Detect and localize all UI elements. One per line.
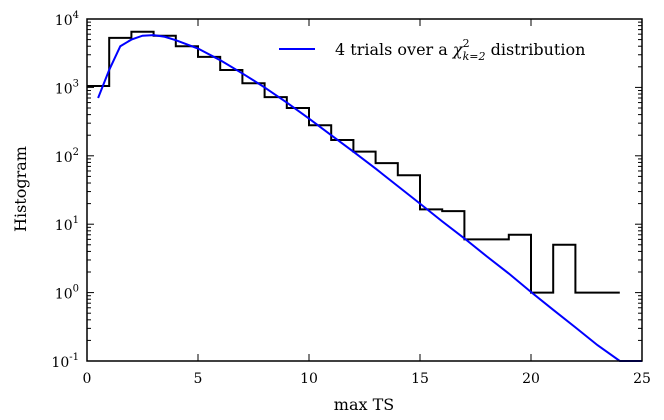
x-axis-title: max TS: [334, 395, 394, 414]
y-tick-label: 100: [55, 284, 79, 303]
x-tick-label: 0: [83, 371, 92, 387]
x-tick-label: 10: [300, 371, 318, 387]
y-axis-title: Histogram: [11, 146, 30, 232]
x-tick-label: 15: [411, 371, 429, 387]
chi2-distribution-line: [97, 34, 642, 362]
ticks-layer: [86, 18, 643, 362]
y-tick-label: 104: [55, 10, 79, 29]
legend: 4 trials over a χ2 k=2 distribution: [279, 37, 585, 63]
histogram-step-line: [87, 30, 620, 294]
x-tick-label: 5: [194, 371, 203, 387]
plot-frame: [86, 18, 643, 362]
x-tick-label: 25: [633, 371, 651, 387]
y-tick-label: 103: [55, 78, 79, 97]
legend-label: 4 trials over a χ2 k=2 distribution: [335, 37, 585, 63]
y-tick-label: 10-1: [51, 352, 79, 371]
labels-layer: 0 5 10 15 20 25 10-1 100 101 102 103 104: [51, 10, 650, 387]
series-layer: [87, 30, 642, 362]
y-tick-label: 102: [55, 147, 79, 166]
x-tick-label: 20: [522, 371, 540, 387]
y-tick-label: 101: [55, 215, 79, 234]
